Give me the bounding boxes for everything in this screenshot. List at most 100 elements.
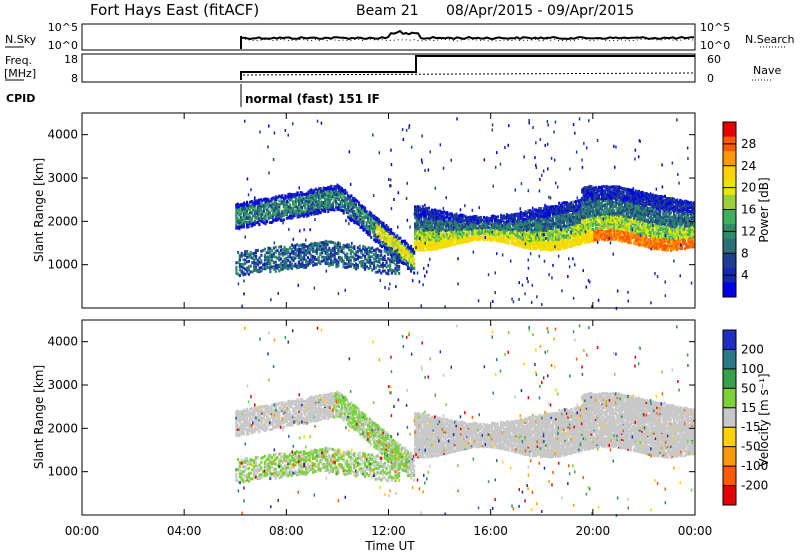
power-cell [490, 219, 493, 222]
power-cell [282, 213, 285, 217]
power-cell [571, 211, 575, 215]
power-cell [400, 249, 403, 253]
power-cell [292, 213, 295, 217]
power-cell [455, 229, 458, 232]
power-cell [542, 227, 545, 231]
power-cell [262, 248, 265, 252]
power-cell [617, 191, 621, 195]
power-cell [628, 192, 631, 196]
power-cell [487, 217, 490, 221]
power-cell [402, 245, 405, 249]
power-cell [424, 234, 427, 238]
power-cell [437, 221, 440, 225]
power-cell [242, 262, 245, 266]
power-cell [342, 194, 345, 198]
power-cell [271, 265, 274, 269]
power-cell [636, 211, 639, 215]
power-cell [498, 233, 501, 237]
power-cell [368, 214, 371, 218]
power-cell [364, 246, 367, 249]
power-cell [591, 196, 594, 200]
power-cell [581, 190, 584, 194]
power-cell [256, 248, 259, 252]
power-cell [396, 245, 399, 249]
power-cell [429, 215, 432, 218]
power-cell [613, 191, 616, 195]
power-cell [513, 229, 516, 233]
power-cell [295, 195, 298, 199]
power-cell [512, 228, 515, 232]
power-cell [426, 248, 429, 252]
power-cell [342, 259, 345, 263]
power-cell [350, 214, 353, 218]
power-cell [613, 224, 616, 228]
power-cell [584, 205, 587, 209]
power-cell [509, 237, 512, 241]
power-cell [616, 224, 619, 228]
power-cell [585, 214, 588, 218]
power-cell [535, 212, 538, 216]
power-cell [582, 238, 585, 242]
power-cell [440, 230, 443, 234]
power-cell [608, 224, 611, 228]
power-cell [287, 201, 290, 204]
power-cell [571, 232, 575, 236]
power-cell [614, 214, 617, 218]
power-cell [246, 260, 249, 264]
power-cell [542, 222, 545, 226]
power-cell [244, 267, 247, 271]
power-cell [585, 209, 588, 213]
power-cell [438, 227, 441, 230]
power-cell [254, 261, 258, 265]
power-cell [585, 223, 588, 226]
power-cell [336, 196, 339, 199]
power-cell [640, 210, 644, 214]
power-cell [579, 238, 582, 242]
power-cell [376, 217, 379, 220]
power-cell [588, 222, 591, 226]
power-cell [558, 205, 561, 209]
power-cell [290, 266, 293, 270]
power-cell [544, 219, 547, 223]
power-cell [521, 239, 524, 243]
power-cell [437, 239, 440, 243]
power-cell [625, 224, 628, 228]
power-cell [634, 222, 637, 226]
power-cell [453, 231, 457, 235]
power-cell [625, 197, 628, 201]
power-cell [490, 214, 493, 218]
power-cell [545, 229, 548, 233]
power-cell [469, 227, 472, 231]
power-cell [417, 248, 420, 252]
power-cell [581, 239, 584, 243]
power-cell [562, 231, 565, 234]
power-cell [552, 247, 555, 251]
power-cell [457, 239, 460, 243]
power-cell [479, 215, 483, 219]
power-cell [506, 219, 509, 223]
power-cell [507, 235, 510, 238]
power-cell [399, 245, 402, 249]
power-cell [522, 239, 525, 243]
power-cell [473, 218, 476, 222]
power-cell [640, 224, 644, 228]
power-cell [610, 202, 613, 206]
power-cell [287, 192, 290, 196]
power-cell [516, 237, 519, 241]
power-cell [274, 245, 277, 249]
power-cell [314, 196, 318, 200]
power-cell [371, 226, 374, 230]
power-cell [499, 236, 503, 240]
power-cell [479, 220, 483, 224]
power-cell [564, 212, 567, 216]
power-cell [319, 197, 322, 201]
power-cell [299, 211, 302, 215]
power-cell [486, 218, 489, 222]
power-cell [328, 201, 331, 205]
power-cell [303, 253, 306, 256]
power-cell [604, 189, 607, 193]
power-cell [331, 195, 334, 199]
power-cell [244, 217, 247, 221]
power-cell [460, 213, 463, 217]
power-cell [269, 253, 272, 257]
